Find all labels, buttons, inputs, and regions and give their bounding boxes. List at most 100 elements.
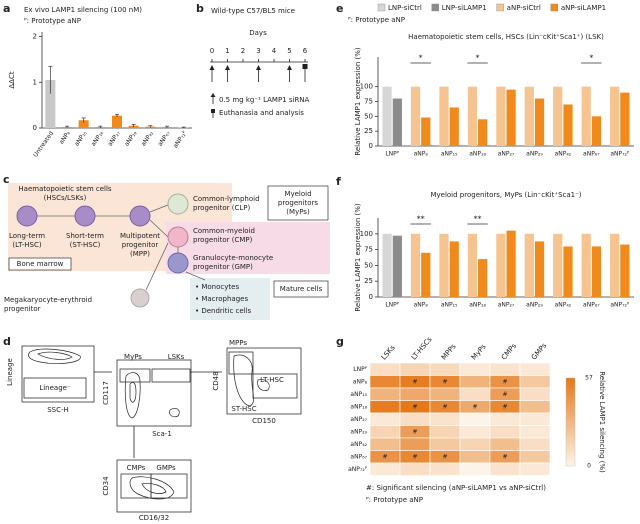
gate xyxy=(252,373,298,399)
mature-box xyxy=(273,280,329,298)
gate xyxy=(23,377,87,399)
row-label: aNP₇₂ᴾ xyxy=(348,466,368,473)
x-tick-label: aNP₈ xyxy=(414,151,429,158)
row-label: LNPᴾ xyxy=(353,366,367,373)
legend-label: LNP-siLAMP1 xyxy=(442,4,487,12)
mature-region xyxy=(190,278,270,320)
cell-label: Long-term xyxy=(9,232,45,240)
legend-text: Euthanasia and analysis xyxy=(219,109,304,117)
heatmap-cell xyxy=(489,362,521,376)
heatmap-cell xyxy=(369,387,401,401)
heatmap-cell xyxy=(429,387,461,401)
bar xyxy=(382,233,392,297)
bar xyxy=(449,241,459,297)
mature-type: • Dendritic cells xyxy=(195,307,252,315)
significance: # xyxy=(472,403,477,410)
y-tick-label: 75 xyxy=(364,246,373,254)
cell-label: (LT-HSC) xyxy=(12,241,41,249)
bar xyxy=(610,233,620,297)
heatmap-cell xyxy=(399,462,431,476)
bar xyxy=(496,86,506,146)
colorbar-tick-label: 0 xyxy=(587,463,591,470)
colorbar xyxy=(565,377,576,467)
bar xyxy=(591,116,602,146)
gate xyxy=(228,351,254,375)
cell-label: Short-term xyxy=(66,232,104,240)
heatmap-cell xyxy=(429,362,461,376)
panel-label: f xyxy=(336,175,341,188)
y-tick-label: 2 xyxy=(33,33,37,41)
heatmap-cell xyxy=(459,450,491,464)
significance: # xyxy=(502,453,507,460)
cell-label: progenitor xyxy=(4,305,41,313)
day-label: 4 xyxy=(272,47,277,55)
bar xyxy=(610,86,620,146)
row-label: aNP₁₅ xyxy=(350,391,367,398)
heatmap-cell xyxy=(489,437,521,451)
panel-label: c xyxy=(3,173,10,186)
heatmap-cell xyxy=(489,412,521,426)
row-label: aNP₂₉ xyxy=(350,428,367,435)
significance: * xyxy=(476,54,480,63)
gate xyxy=(150,473,188,499)
y-axis-label: ΔΔCt xyxy=(8,71,16,88)
legend-arrowhead xyxy=(210,93,216,97)
legend-end-marker xyxy=(211,109,215,113)
injection-arrowhead xyxy=(209,65,215,70)
bar xyxy=(534,241,545,297)
significance: # xyxy=(502,378,507,385)
heatmap-cell xyxy=(369,362,401,376)
cell-label: Megakaryocyte-erythroid xyxy=(4,296,92,304)
x-tick-label: Untreated xyxy=(32,130,55,159)
y-tick-label: 100 xyxy=(360,83,373,91)
bar xyxy=(467,233,478,297)
cell-mep xyxy=(130,288,150,308)
bar xyxy=(467,86,478,146)
x-tick-label: aNP₂₉ xyxy=(526,151,543,158)
bar xyxy=(591,246,602,297)
y-tick-label: 100 xyxy=(360,230,373,238)
x-tick-label: aNP₇₂ᴾ xyxy=(172,129,189,149)
heatmap-cell xyxy=(369,375,401,389)
column-label: MPPs xyxy=(440,342,458,361)
cell-label: (MPP) xyxy=(130,250,150,258)
y-axis-label: Relative LAMP1 expression (%) xyxy=(354,47,362,156)
legend-label: aNP-siCtrl xyxy=(507,4,541,12)
x-tick-label: aNP₁₈ xyxy=(469,151,486,158)
bar xyxy=(439,86,449,146)
gate xyxy=(151,368,191,383)
links xyxy=(145,204,206,291)
heatmap-cell xyxy=(429,412,461,426)
heatmap-cell xyxy=(459,375,491,389)
x-tick-label: aNP₁₅ xyxy=(441,302,458,309)
gate xyxy=(119,368,151,383)
x-tick-label: LNPᴾ xyxy=(385,302,399,309)
legend-swatch xyxy=(377,3,386,12)
chart-title: Myeloid progenitors, MyPs (Lin⁻cKit⁺Sca1… xyxy=(430,191,581,199)
x-tick-label: aNP₇₂ᴾ xyxy=(610,151,630,158)
y-tick-label: 1 xyxy=(33,78,37,86)
heatmap-cell xyxy=(369,425,401,439)
significance: # xyxy=(502,403,507,410)
significance: * xyxy=(419,54,423,63)
bar xyxy=(534,98,545,146)
significance: # xyxy=(412,403,417,410)
heatmap-cell xyxy=(399,387,431,401)
heatmap-cell xyxy=(429,462,461,476)
x-tick-label: aNP₁₈ xyxy=(90,130,106,148)
significance: # xyxy=(442,403,447,410)
axis-label: Lineage xyxy=(6,358,14,386)
significance: * xyxy=(589,54,593,63)
heatmap-cell xyxy=(519,375,551,389)
legend-swatch xyxy=(550,3,559,12)
significance: # xyxy=(382,453,387,460)
axis-label: CD117 xyxy=(102,381,110,405)
heatmap-cell xyxy=(519,400,551,414)
cell-clp xyxy=(167,193,189,215)
legend-swatch xyxy=(431,3,439,12)
bar xyxy=(421,252,431,297)
panel-label: g xyxy=(336,335,344,348)
legend-swatch xyxy=(496,3,504,12)
gate-label: ST-HSC xyxy=(231,405,256,413)
bar xyxy=(112,115,122,128)
